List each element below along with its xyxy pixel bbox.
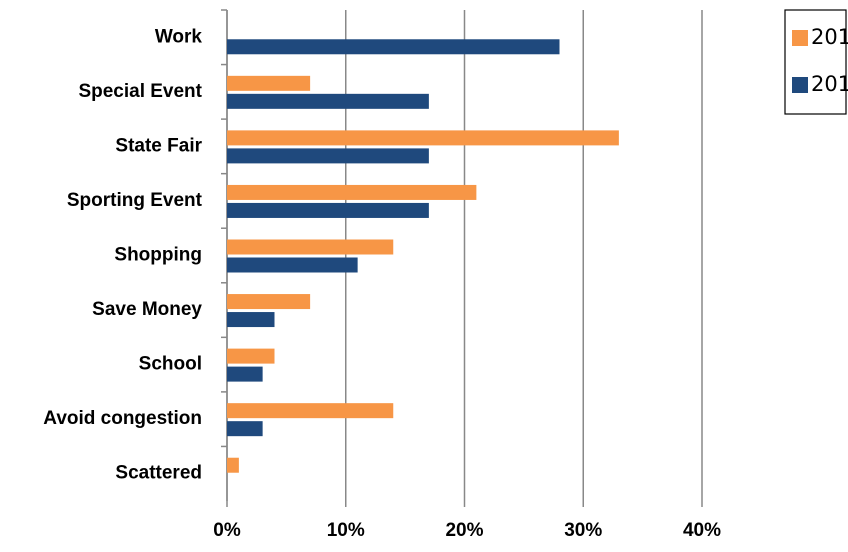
y-tick-label: Shopping	[114, 245, 202, 266]
y-tick-label: Avoid congestion	[43, 408, 202, 429]
y-tick-label: Special Event	[78, 81, 202, 102]
bar	[227, 75, 311, 91]
x-tick-label: 30%	[564, 520, 602, 541]
legend-swatch	[792, 30, 808, 46]
x-tick-label: 40%	[683, 520, 721, 541]
bar	[227, 39, 560, 55]
bar	[227, 312, 275, 328]
bar	[227, 403, 394, 419]
y-tick-label: Work	[155, 26, 203, 47]
legend-box	[784, 9, 847, 115]
bar	[227, 457, 239, 473]
y-tick-label: Save Money	[92, 299, 202, 320]
bar	[227, 257, 358, 273]
bar	[227, 130, 619, 146]
bar	[227, 184, 477, 200]
x-tick-label: 10%	[327, 520, 365, 541]
x-tick-label: 20%	[445, 520, 483, 541]
bar	[227, 93, 429, 109]
bar	[227, 421, 263, 437]
y-tick-label: Scattered	[115, 463, 202, 484]
legend-label: 2011	[811, 72, 848, 96]
bar	[227, 348, 275, 364]
y-tick-label: State Fair	[115, 135, 202, 156]
bar	[227, 294, 311, 310]
y-tick-label: Sporting Event	[67, 190, 203, 211]
bar	[227, 239, 394, 255]
legend-swatch	[792, 77, 808, 93]
bar	[227, 148, 429, 164]
bar	[227, 202, 429, 218]
x-tick-label: 0%	[213, 520, 241, 541]
bar	[227, 366, 263, 382]
y-tick-label: School	[139, 354, 202, 375]
